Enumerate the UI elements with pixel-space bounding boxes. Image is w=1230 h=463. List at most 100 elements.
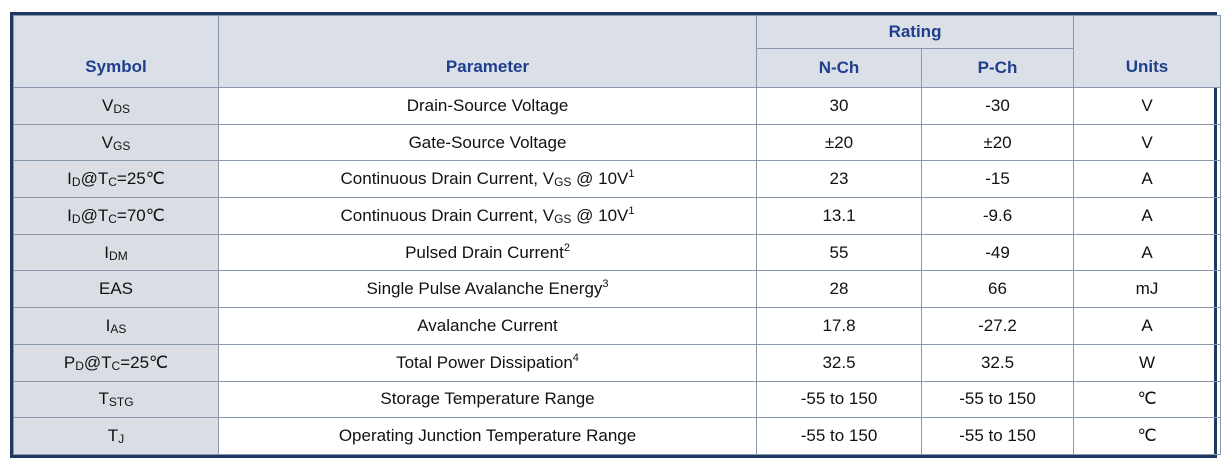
parameter-text: Continuous Drain Current, V (340, 205, 555, 225)
symbol-tail-2: =25℃ (120, 352, 169, 372)
table-row: ID@TC=25℃ Continuous Drain Current, VGS @… (13, 160, 1222, 199)
parameter-footnote: 3 (602, 278, 609, 291)
symbol-main: EAS (98, 279, 134, 299)
parameter-tail: @ 10V (571, 169, 629, 189)
symbol-cell: ID@TC=70℃ (13, 197, 219, 235)
symbol-subscript-2: C (108, 175, 117, 190)
parameter-text: Total Power Dissipation (396, 352, 573, 372)
parameter-tail: @ 10V (571, 205, 629, 225)
pch-value: ±20 (920, 123, 1075, 162)
table-row: VGS Gate-Source Voltage ±20 ±20 V (13, 123, 1222, 162)
symbol-subscript: D (71, 175, 81, 190)
symbol-subscript: D (75, 358, 84, 373)
table-row: EAS Single Pulse Avalanche Energy3 28 66 mJ (13, 270, 1222, 309)
symbol-cell: TSTG (13, 380, 219, 419)
pch-value: -15 (920, 160, 1075, 199)
symbol-main: T (98, 389, 109, 409)
symbol-cell: ID@TC=25℃ (13, 160, 219, 199)
unit-cell: V (1073, 87, 1222, 125)
ratings-body: VDS Drain-Source Voltage 30 -30 V VGS Gate-Sou… (13, 87, 1222, 455)
unit-cell: mJ (1073, 270, 1222, 309)
symbol-subscript: DS (113, 101, 130, 116)
parameter-cell: Pulsed Drain Current2 (218, 233, 757, 272)
nch-value: 28 (756, 270, 922, 309)
parameter-text: Storage Temperature Range (380, 389, 595, 409)
parameter-footnote: 2 (563, 241, 570, 254)
symbol-subscript: DM (109, 248, 128, 263)
unit-cell: A (1073, 160, 1222, 199)
unit-cell: A (1073, 233, 1222, 272)
parameter-footnote: 1 (628, 204, 635, 217)
pch-value: -55 to 150 (920, 380, 1075, 419)
header-nch: N-Ch (756, 48, 922, 88)
nch-value: ±20 (756, 123, 922, 162)
nch-value: 32.5 (756, 343, 922, 382)
parameter-text: Single Pulse Avalanche Energy (366, 279, 603, 299)
symbol-subscript: GS (113, 138, 131, 153)
parameter-cell: Total Power Dissipation4 (218, 343, 757, 382)
symbol-subscript: AS (110, 321, 127, 336)
table-row: ID@TC=70℃ Continuous Drain Current, VGS @… (13, 197, 1222, 235)
symbol-cell: VDS (13, 87, 219, 125)
header-rating: Rating (755, 15, 1075, 49)
symbol-cell: IDM (13, 233, 219, 272)
unit-cell: V (1073, 123, 1222, 162)
symbol-main: P (63, 352, 76, 372)
parameter-cell: Continuous Drain Current, VGS @ 10V1 (218, 160, 757, 199)
parameter-cell: Operating Junction Temperature Range (218, 417, 757, 455)
symbol-tail: @T (83, 352, 112, 372)
pch-value: -9.6 (920, 197, 1075, 235)
symbol-main: T (107, 426, 119, 446)
nch-value: 23 (756, 160, 922, 199)
nch-value: -55 to 150 (756, 417, 922, 455)
symbol-tail-2: =25℃ (116, 169, 165, 189)
symbol-main: I (105, 315, 111, 335)
header-pch: P-Ch (920, 48, 1075, 88)
symbol-main: V (101, 132, 113, 152)
unit-cell: ℃ (1073, 417, 1222, 455)
absolute-maximum-ratings-table: Symbol Parameter Rating Units N-Ch P-Ch … (13, 15, 1222, 455)
parameter-subscript: GS (554, 211, 572, 226)
unit-cell: W (1073, 343, 1222, 382)
parameter-footnote: 4 (572, 351, 579, 364)
parameter-cell: Single Pulse Avalanche Energy3 (218, 270, 757, 309)
parameter-footnote: 1 (628, 168, 635, 181)
symbol-tail: @T (80, 205, 109, 225)
header-symbol: Symbol (13, 15, 219, 88)
nch-value: 55 (756, 233, 922, 272)
header-row-bottom: N-Ch P-Ch (14, 48, 1221, 88)
symbol-cell: EAS (13, 270, 219, 309)
parameter-cell: Gate-Source Voltage (218, 123, 757, 162)
symbol-subscript: D (71, 211, 81, 226)
parameter-cell: Storage Temperature Range (218, 380, 757, 419)
symbol-subscript: J (118, 432, 125, 447)
parameter-text: Gate-Source Voltage (408, 132, 567, 152)
parameter-text: Continuous Drain Current, V (340, 169, 555, 189)
pch-value: 32.5 (920, 343, 1075, 382)
symbol-subscript: STG (108, 395, 134, 410)
symbol-cell: IAS (13, 307, 219, 345)
parameter-cell: Drain-Source Voltage (218, 87, 757, 125)
symbol-main: I (67, 205, 72, 225)
table-row: TJ Operating Junction Temperature Range -5… (13, 417, 1222, 455)
symbol-subscript-2: C (111, 358, 121, 373)
parameter-subscript: GS (554, 175, 572, 190)
header-units: Units (1073, 15, 1222, 88)
header-parameter: Parameter (218, 15, 757, 88)
table-row: PD@TC=25℃ Total Power Dissipation4 32.5 32.… (13, 343, 1222, 382)
parameter-cell: Avalanche Current (218, 307, 757, 345)
pch-value: -49 (920, 233, 1075, 272)
table-row: IAS Avalanche Current 17.8 -27.2 A (13, 307, 1222, 345)
parameter-text: Avalanche Current (417, 315, 558, 335)
pch-value: -55 to 150 (920, 417, 1075, 455)
table-row: VDS Drain-Source Voltage 30 -30 V (13, 87, 1222, 125)
nch-value: 13.1 (756, 197, 922, 235)
symbol-main: I (67, 169, 72, 189)
header-row-top: Symbol Parameter Rating Units (13, 15, 1222, 88)
pch-value: -27.2 (920, 307, 1075, 345)
symbol-tail: @T (80, 169, 109, 189)
table-row: IDM Pulsed Drain Current2 55 -49 A (13, 233, 1222, 272)
table-row: TSTG Storage Temperature Range -55 to 150-… (13, 380, 1222, 419)
nch-value: 17.8 (756, 307, 922, 345)
pch-value: 66 (920, 270, 1075, 309)
